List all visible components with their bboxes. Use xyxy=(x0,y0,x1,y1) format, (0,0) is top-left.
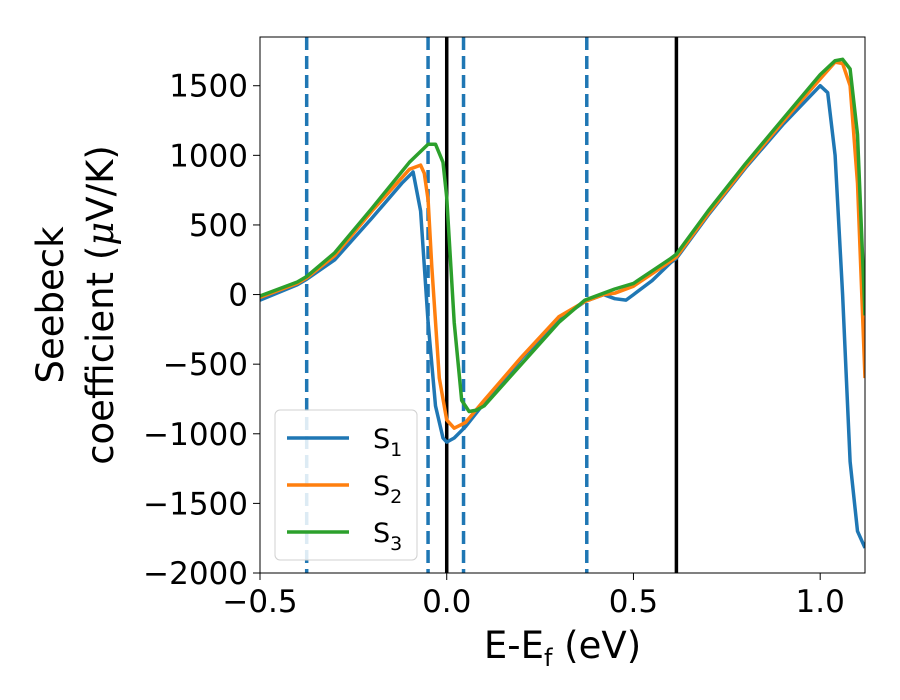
y-axis-title-line2: coefficient (μV/K) xyxy=(79,145,122,465)
legend-label-1: S1 xyxy=(373,424,402,461)
x-tick-label: 0.5 xyxy=(609,584,658,620)
plot-frame xyxy=(259,36,866,574)
legend-label-2: S2 xyxy=(373,471,402,508)
y-tick-label: 1500 xyxy=(169,69,248,105)
y-tick-label: 500 xyxy=(189,208,248,244)
plot-series xyxy=(260,57,865,549)
y-tick-label: −1500 xyxy=(143,486,248,522)
x-tick-label: 1.0 xyxy=(796,584,845,620)
series-line-2 xyxy=(260,60,865,430)
x-axis-title: E-Ef (eV) xyxy=(484,624,641,672)
y-tick-label: −2000 xyxy=(143,556,248,592)
legend: S1 S2 S3 xyxy=(274,409,418,561)
y-tick-label: 1000 xyxy=(169,138,248,174)
x-tick-label: 0.0 xyxy=(422,584,471,620)
x-tick-label: −0.5 xyxy=(222,584,297,620)
y-axis-title-line1: Seebeck xyxy=(29,226,72,384)
y-axis-ticks: −2000 −1500 −1000 −500 0 500 1000 1500 xyxy=(143,69,260,592)
y-tick-label: −500 xyxy=(163,347,248,383)
y-tick-label: 0 xyxy=(228,278,248,314)
x-axis-ticks: −0.5 0.0 0.5 1.0 xyxy=(222,573,845,620)
y-tick-label: −1000 xyxy=(143,417,248,453)
series-line-3 xyxy=(260,57,865,414)
legend-label-3: S3 xyxy=(373,518,402,555)
